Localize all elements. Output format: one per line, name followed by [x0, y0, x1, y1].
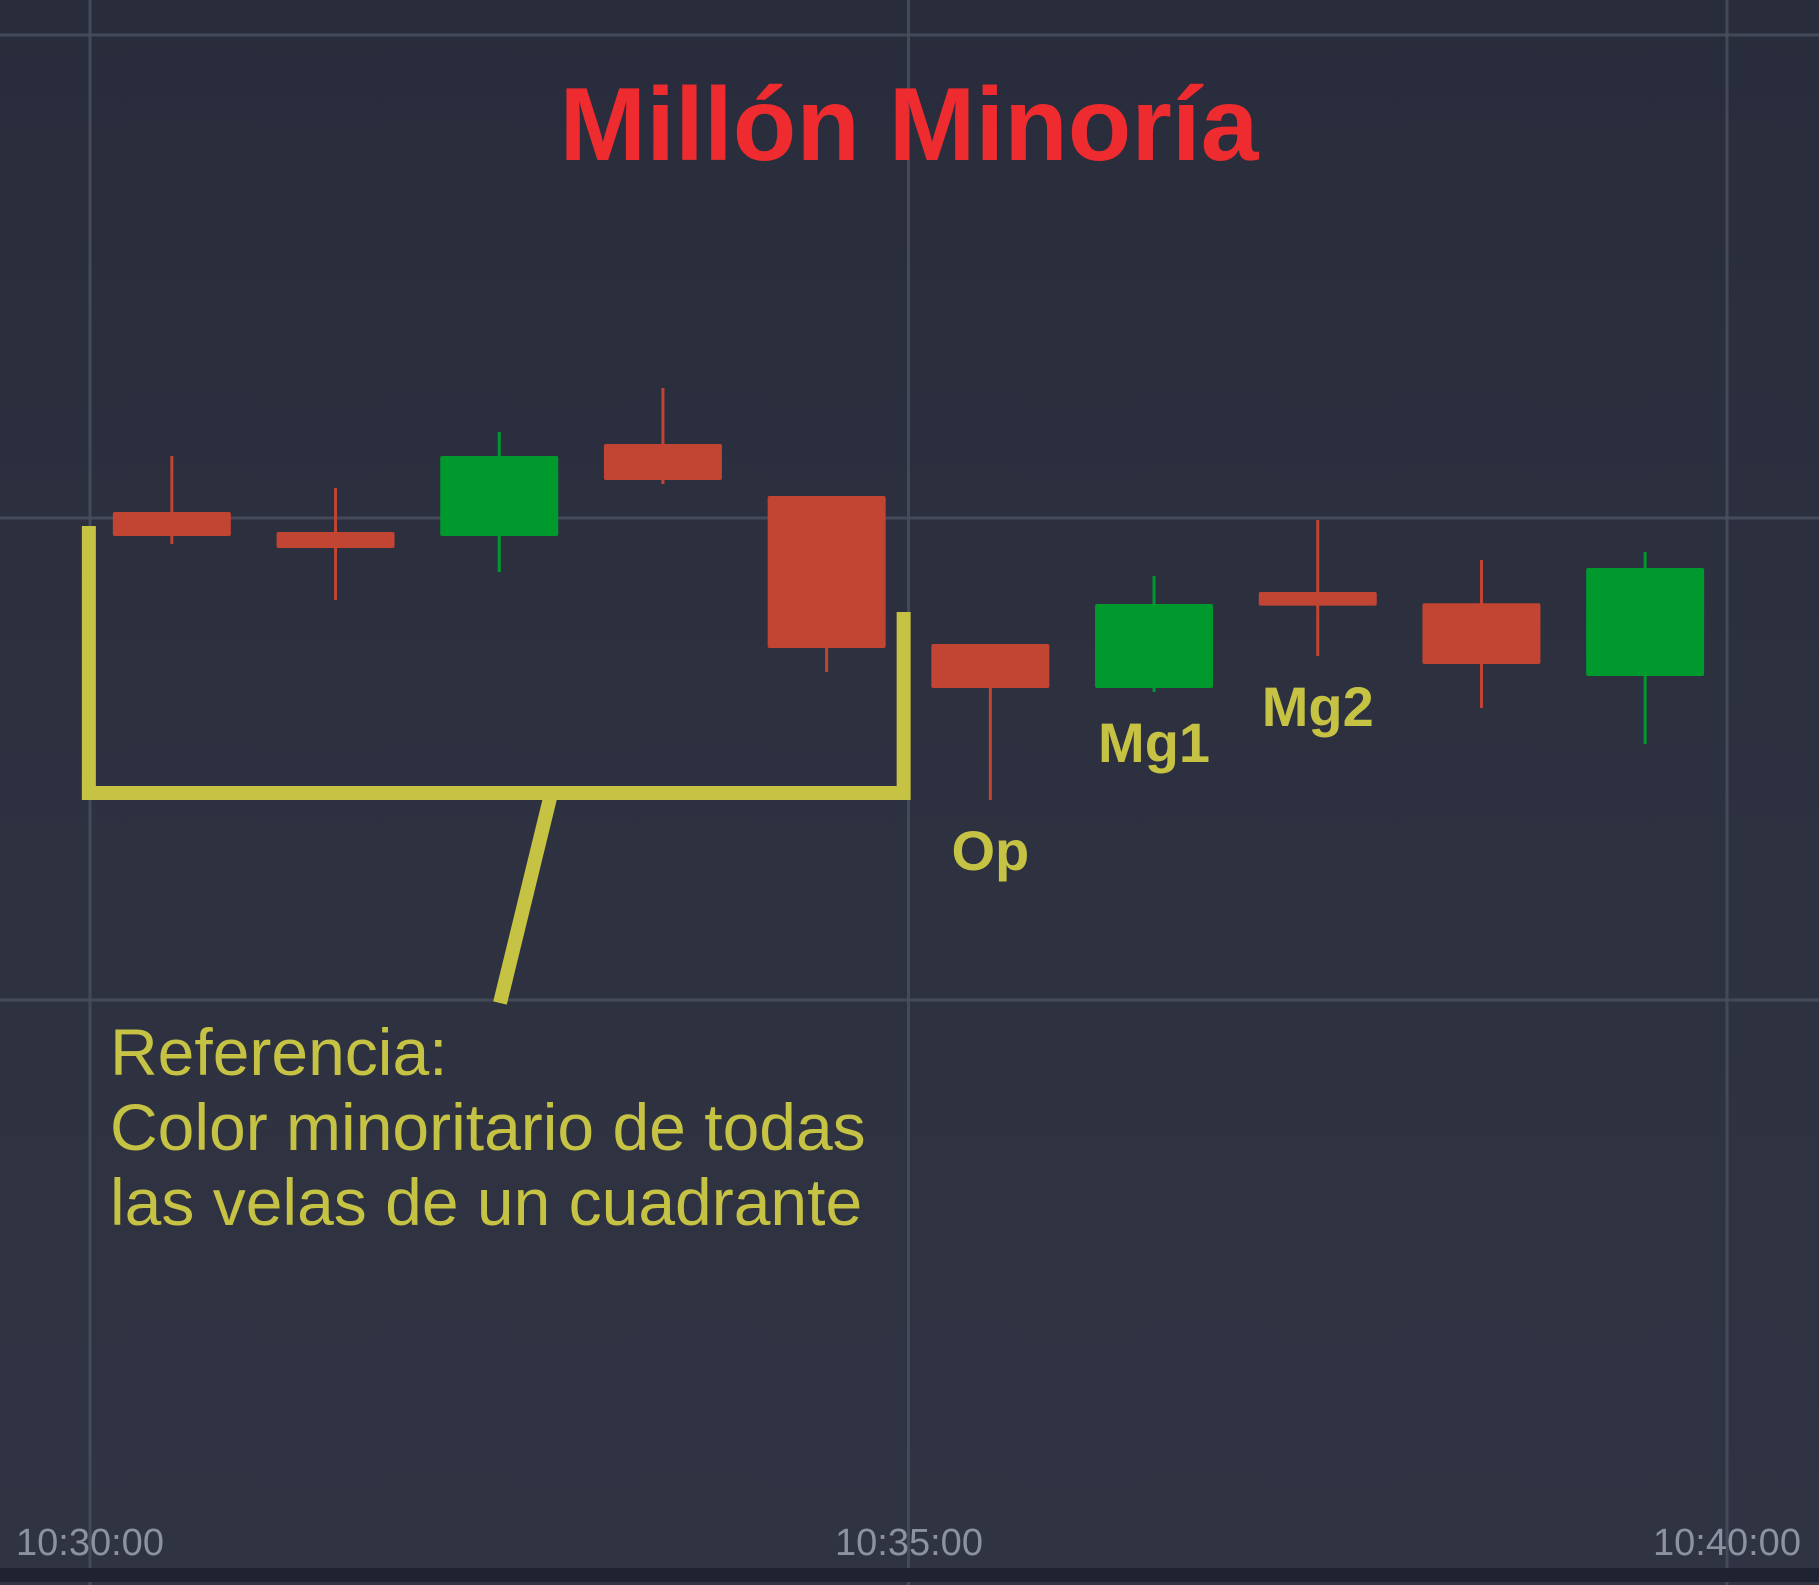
- candle-body: [1422, 603, 1541, 664]
- x-tick-label: 10:30:00: [16, 1522, 164, 1564]
- candle-body: [1586, 568, 1705, 676]
- candles-layer: [112, 388, 1705, 800]
- candle-body: [440, 456, 559, 536]
- text-layer: Millón Minoría 10:30:00 10:35:00 10:40:0…: [16, 67, 1801, 1564]
- reference-pointer: [493, 791, 559, 1005]
- chart-title: Millón Minoría: [559, 67, 1259, 183]
- candle-tag-mg1: Mg1: [1098, 711, 1210, 774]
- x-tick-label: 10:40:00: [1653, 1522, 1801, 1564]
- reference-note-line: Color minoritario de todas: [110, 1090, 866, 1164]
- candle-tag-op: Op: [951, 819, 1029, 882]
- reference-note-line: Referencia:: [110, 1015, 448, 1089]
- candle-body: [767, 496, 886, 648]
- candle-body: [603, 444, 722, 480]
- candle-tag-mg2: Mg2: [1262, 675, 1374, 738]
- reference-bracket: [81, 526, 911, 800]
- candle-body: [276, 532, 395, 548]
- candle-body: [112, 512, 231, 536]
- candle-body: [931, 644, 1050, 688]
- reference-note-line: las velas de un cuadrante: [110, 1165, 862, 1239]
- candle-body: [1095, 604, 1214, 688]
- reference-bracket-layer: [81, 526, 911, 1005]
- x-tick-label: 10:35:00: [835, 1522, 983, 1564]
- candle-body: [1258, 592, 1377, 606]
